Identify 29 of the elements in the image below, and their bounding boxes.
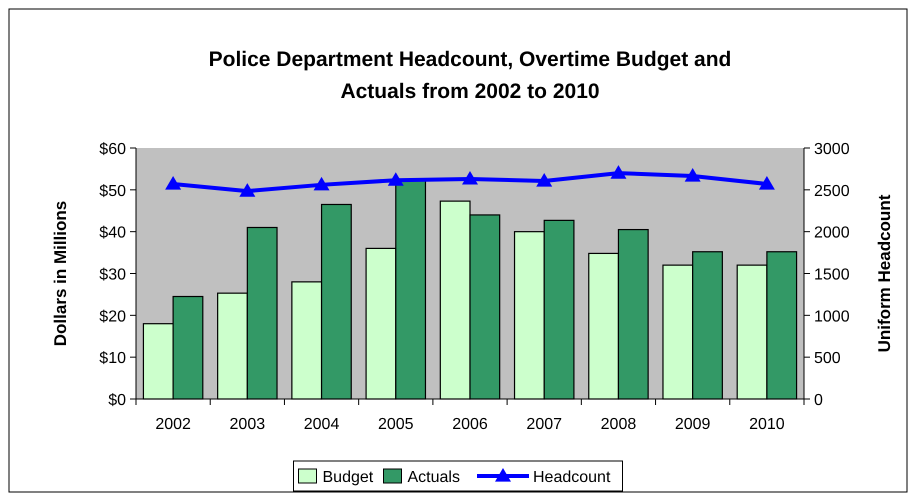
legend-label: Budget <box>322 469 374 486</box>
y2-tick-label: 500 <box>814 350 841 368</box>
y2-tick-label: 1000 <box>814 308 850 326</box>
x-tick-label: 2009 <box>674 416 711 433</box>
x-tick-label: 2006 <box>452 416 488 433</box>
y-tick-label: $40 <box>99 224 126 242</box>
legend-label: Actuals <box>408 469 460 486</box>
chart-title: Police Department Headcount, Overtime Budget and Actuals from 2002 to 2010 <box>208 48 732 103</box>
y2-tick-label: 2500 <box>814 182 850 200</box>
y2-tick-label: 2000 <box>814 224 850 242</box>
y2-axis-title: Uniform Headcount <box>875 194 894 352</box>
y-tick-label: $10 <box>99 350 126 368</box>
x-tick-label: 2004 <box>304 416 340 433</box>
y-tick-label: $20 <box>99 308 126 326</box>
x-tick-label: 2002 <box>155 416 192 433</box>
y2-tick-label: 1500 <box>814 266 850 284</box>
x-tick-label: 2003 <box>230 416 266 433</box>
y-tick-label: $50 <box>99 182 126 200</box>
x-tick-label: 2005 <box>378 416 414 433</box>
y-tick-label: $0 <box>108 392 126 409</box>
y2-tick-label: 0 <box>814 392 823 409</box>
x-tick-label: 2008 <box>600 416 636 433</box>
y-tick-label: $30 <box>99 266 126 284</box>
y-axis-title: Dollars in Millions <box>51 200 70 346</box>
x-tick-label: 2010 <box>749 416 785 433</box>
legend-label: Headcount <box>533 469 611 486</box>
y2-tick-label: 3000 <box>814 141 850 158</box>
x-tick-label: 2007 <box>526 416 562 433</box>
y-tick-label: $60 <box>99 141 126 158</box>
